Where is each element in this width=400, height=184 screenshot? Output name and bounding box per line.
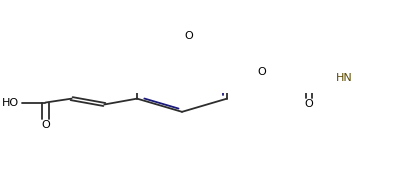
Text: O: O <box>184 31 193 41</box>
Text: O: O <box>257 67 266 77</box>
Text: HO: HO <box>2 98 18 107</box>
Text: O: O <box>41 120 50 130</box>
Text: HN: HN <box>336 73 352 84</box>
Text: O: O <box>304 99 313 109</box>
